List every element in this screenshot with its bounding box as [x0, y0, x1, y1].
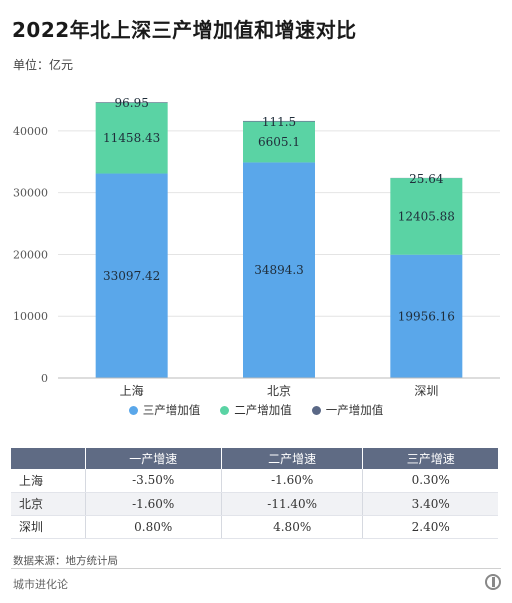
- bar-segment: [95, 102, 168, 174]
- legend-label-primary: 一产增加值: [325, 403, 384, 417]
- data-label: 25.64: [409, 172, 444, 186]
- table-row: 上海 -3.50% -1.60% 0.30%: [11, 469, 498, 493]
- table-header-cell: 二产增速: [221, 448, 364, 469]
- x-tick-label: 深圳: [414, 384, 438, 398]
- data-label: 19956.16: [398, 309, 455, 323]
- source-note: 数据来源：地方统计局: [13, 555, 118, 567]
- data-label: 6605.1: [258, 135, 300, 149]
- table-cell: -1.60%: [221, 469, 364, 493]
- legend-item-tertiary: 三产增加值: [128, 402, 201, 418]
- legend-dot-tertiary: [128, 405, 138, 415]
- footer-divider: [11, 568, 501, 569]
- bar-segment: [95, 173, 168, 378]
- x-tick-label: 上海: [120, 383, 144, 398]
- brand-logo-icon: [485, 574, 501, 590]
- bar-segment: [243, 121, 315, 163]
- data-label: 34894.3: [254, 263, 304, 277]
- legend-label-secondary: 二产增加值: [234, 403, 292, 417]
- bar-segment: [390, 178, 463, 255]
- table-header-cell: 一产增速: [85, 448, 222, 469]
- y-tick-label: 0: [41, 372, 48, 385]
- unit-label: 单位：亿元: [13, 58, 74, 72]
- bar-segment: [243, 120, 315, 122]
- table-header-cell: [11, 448, 86, 469]
- table-cell: -11.40%: [221, 492, 364, 516]
- table-cell: 0.30%: [362, 469, 498, 493]
- table-header-cell: 三产增速: [362, 448, 498, 469]
- growth-table: 一产增速 二产增速 三产增速 上海 -3.50% -1.60% 0.30% 北京…: [11, 448, 498, 539]
- brand-name: 城市进化论: [13, 578, 68, 591]
- table-cell: 3.40%: [362, 492, 498, 516]
- table-cell: 4.80%: [221, 515, 364, 539]
- table-row: 北京 -1.60% -11.40% 3.40%: [11, 492, 498, 516]
- legend-dot-secondary: [220, 405, 230, 415]
- legend: 三产增加值 二产增加值 一产增加值: [0, 402, 512, 418]
- legend-dot-primary: [311, 405, 321, 415]
- bar-segment: [390, 254, 463, 378]
- table-cell: 北京: [11, 492, 86, 516]
- y-tick-label: 20000: [13, 248, 48, 261]
- y-tick-label: 10000: [13, 310, 48, 323]
- legend-item-primary: 一产增加值: [311, 402, 384, 418]
- stacked-bar-chart: 0 10000 20000 30000 40000 33097.42 11458.43 96.…: [13, 96, 500, 398]
- table-cell: 2.40%: [362, 515, 498, 539]
- table-cell: 深圳: [11, 515, 86, 539]
- table-cell: 上海: [11, 469, 86, 493]
- table-cell: -3.50%: [85, 469, 222, 493]
- bar-segment: [95, 102, 168, 103]
- legend-item-secondary: 二产增加值: [220, 402, 292, 418]
- table-header-row: 一产增速 二产增速 三产增速: [11, 448, 498, 469]
- legend-label-tertiary: 三产增加值: [142, 403, 201, 417]
- data-label: 33097.42: [103, 269, 160, 283]
- y-tick-label: 30000: [13, 187, 48, 200]
- growth-table-container: 一产增速 二产增速 三产增速 上海 -3.50% -1.60% 0.30% 北京…: [11, 448, 498, 539]
- bar-segment: [243, 162, 315, 378]
- data-label: 96.95: [114, 96, 148, 110]
- y-tick-label: 40000: [13, 125, 48, 138]
- table-row: 深圳 0.80% 4.80% 2.40%: [11, 515, 498, 539]
- x-tick-label: 北京: [267, 384, 291, 398]
- table-cell: 0.80%: [85, 515, 222, 539]
- chart-title: 2022年北上深三产增加值和增速对比: [12, 18, 357, 42]
- data-label: 111.5: [262, 115, 296, 129]
- table-cell: -1.60%: [85, 492, 222, 516]
- data-label: 11458.43: [103, 131, 160, 145]
- data-label: 12405.88: [398, 209, 455, 223]
